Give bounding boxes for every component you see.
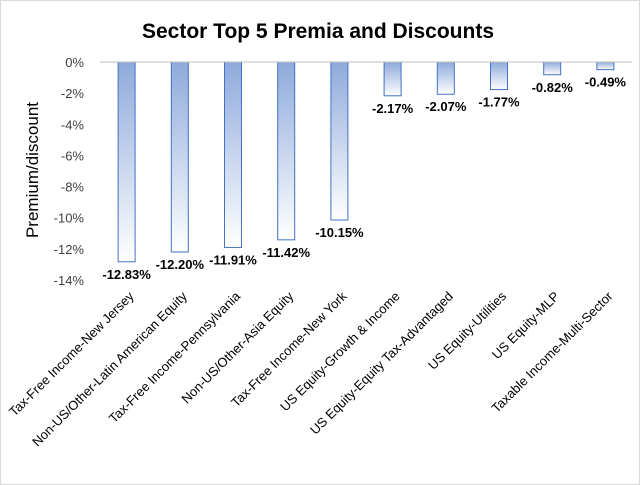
y-tick-label: -8% bbox=[61, 180, 85, 195]
y-tick-label: -4% bbox=[61, 117, 85, 132]
bar bbox=[277, 61, 296, 241]
data-label: -10.15% bbox=[315, 225, 364, 240]
data-label: -1.77% bbox=[478, 95, 520, 110]
bar bbox=[543, 61, 562, 76]
bar bbox=[490, 61, 508, 91]
bar bbox=[596, 61, 615, 71]
y-tick-label: -14% bbox=[54, 273, 85, 288]
data-label: -12.20% bbox=[156, 257, 205, 272]
y-tick-labels: 0% -2% -4% -6% -8% -10% -12% -14% bbox=[54, 55, 85, 288]
data-label: -11.91% bbox=[209, 252, 257, 267]
y-tick-label: -2% bbox=[61, 86, 85, 101]
data-label: -12.83% bbox=[102, 267, 151, 282]
y-tick-label: -10% bbox=[54, 211, 85, 226]
bar bbox=[330, 61, 349, 221]
chart-title: Sector Top 5 Premia and Discounts bbox=[142, 20, 494, 43]
y-tick-label: 0% bbox=[65, 55, 84, 70]
data-label: -0.82% bbox=[532, 80, 574, 95]
data-labels: -12.83% -12.20% -11.91% -11.42% -10.15% -2.17… bbox=[102, 75, 626, 282]
y-tick-label: -6% bbox=[61, 148, 85, 163]
data-label: -11.42% bbox=[262, 245, 310, 260]
bar bbox=[170, 61, 189, 253]
y-axis-label: Premium/discount bbox=[23, 102, 42, 238]
y-tick-label: -12% bbox=[54, 242, 85, 257]
bar bbox=[383, 61, 402, 97]
bar bbox=[117, 61, 136, 263]
bar bbox=[224, 61, 242, 248]
data-label: -2.17% bbox=[372, 101, 414, 116]
bars bbox=[117, 61, 615, 263]
data-label: -2.07% bbox=[425, 99, 467, 114]
bar bbox=[436, 61, 455, 95]
data-label: -0.49% bbox=[585, 75, 627, 90]
category-labels: Tax-Free Income-New JerseyNon-US/Other-L… bbox=[6, 288, 616, 449]
